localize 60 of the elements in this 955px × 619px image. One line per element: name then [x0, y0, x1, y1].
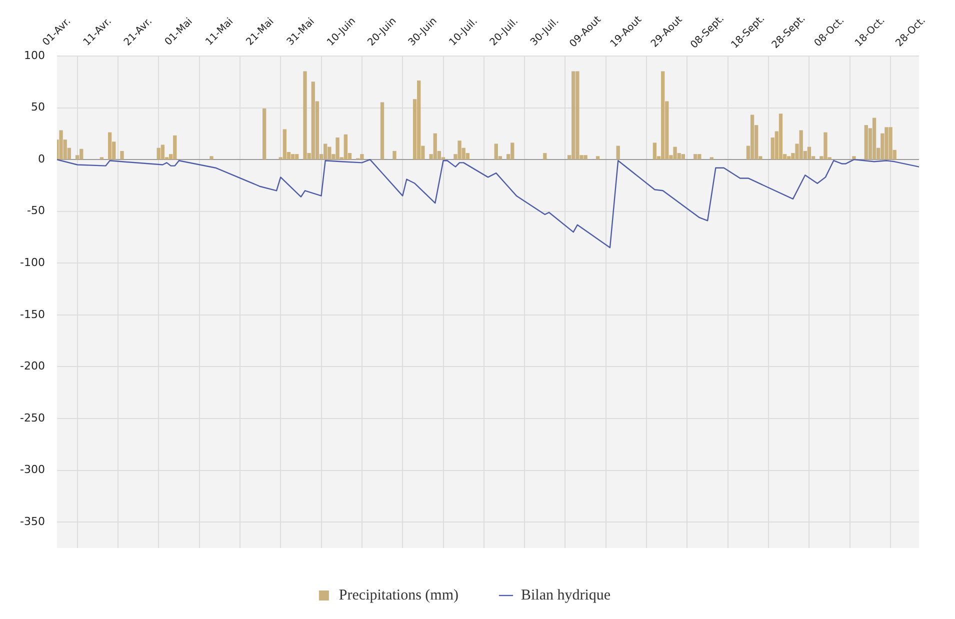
- bar: [417, 80, 421, 160]
- bar: [864, 125, 868, 160]
- bar: [572, 71, 576, 160]
- bar: [616, 146, 620, 160]
- bar: [156, 148, 160, 160]
- bar: [681, 154, 685, 160]
- bar: [328, 146, 332, 160]
- bar: [698, 154, 702, 160]
- bar: [596, 156, 600, 160]
- bar: [108, 132, 112, 160]
- bar: [824, 132, 828, 160]
- bar: [787, 156, 791, 160]
- bar: [872, 118, 876, 160]
- bar: [173, 135, 177, 160]
- bar: [59, 130, 63, 160]
- bar: [458, 140, 462, 160]
- y-tick-label: -200: [20, 360, 45, 373]
- bar: [799, 130, 803, 160]
- bar: [210, 156, 214, 160]
- bar: [290, 154, 295, 160]
- bar: [884, 127, 888, 160]
- bar: [510, 142, 514, 160]
- bar: [380, 102, 384, 160]
- bar: [543, 153, 547, 160]
- bar: [282, 129, 286, 160]
- bar: [807, 146, 812, 160]
- bar: [576, 71, 580, 160]
- bar: [778, 114, 783, 160]
- y-tick-label: -100: [20, 256, 45, 270]
- bar: [120, 150, 124, 160]
- y-tick-label: -350: [20, 514, 45, 528]
- bar: [584, 155, 588, 160]
- bar: [295, 154, 299, 160]
- bar: [673, 146, 677, 160]
- bar: [303, 71, 307, 160]
- y-tick-label: 50: [30, 100, 45, 114]
- legend-label: Precipitations (mm): [338, 587, 458, 604]
- bar: [324, 144, 328, 160]
- bar: [661, 71, 665, 160]
- y-tick-label: -250: [20, 411, 45, 424]
- bar: [392, 150, 396, 160]
- y-tick-label: -300: [20, 463, 45, 476]
- bar: [344, 134, 348, 160]
- bar: [311, 82, 315, 160]
- legend-label: Bilan hydrique: [520, 587, 611, 604]
- bar: [694, 154, 698, 160]
- bar: [262, 108, 266, 160]
- y-tick-label: -150: [20, 308, 45, 321]
- y-tick-label: -50: [26, 204, 45, 218]
- bar: [336, 138, 340, 160]
- bar: [494, 144, 498, 160]
- bar: [750, 114, 754, 160]
- y-tick-label: 100: [24, 48, 45, 62]
- bar: [652, 142, 657, 160]
- bar: [160, 144, 165, 160]
- bar: [888, 127, 892, 160]
- bar: [360, 154, 364, 160]
- bar: [80, 148, 84, 160]
- bar: [433, 133, 437, 160]
- y-tick-label: 0: [38, 152, 45, 166]
